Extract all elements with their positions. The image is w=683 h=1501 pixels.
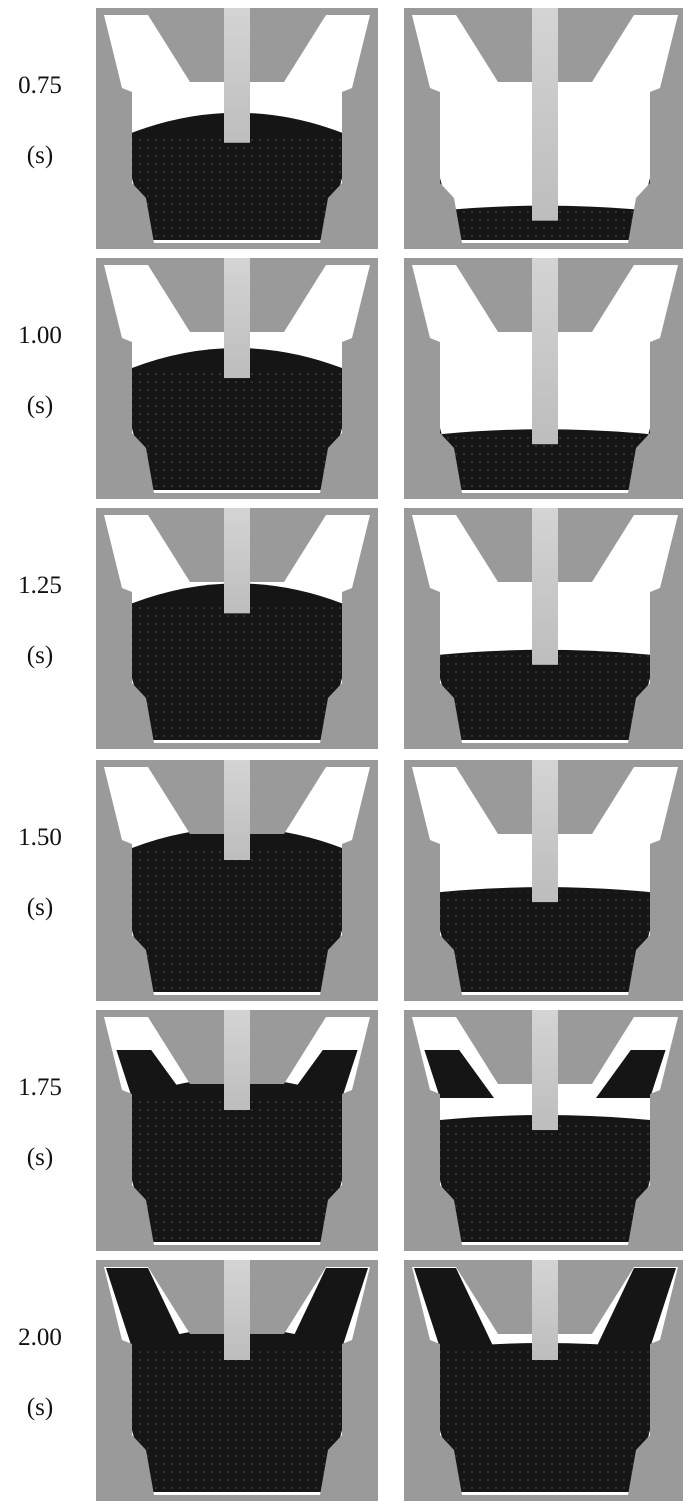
fluid-dots [132, 848, 342, 992]
mold-bottom [404, 995, 683, 1001]
simulation-frame [404, 258, 683, 499]
mold-bottom [96, 995, 378, 1001]
mold-right [628, 515, 683, 743]
fluid-dots [132, 132, 342, 240]
fluid-dots [440, 1120, 650, 1242]
mold-left [404, 265, 462, 493]
mold-right [628, 15, 683, 243]
time-unit: (s) [27, 642, 53, 669]
simulation-frame [404, 1010, 683, 1251]
time-unit: (s) [27, 392, 53, 419]
time-label: 1.00 [18, 322, 62, 349]
fluid-dots [132, 1098, 342, 1242]
mold-left [404, 515, 462, 743]
mold-left [404, 767, 462, 995]
jet [224, 1010, 250, 1110]
time-unit: (s) [27, 142, 53, 169]
mold-right [320, 1017, 378, 1245]
simulation-frame [96, 760, 378, 1001]
simulation-frame [96, 508, 378, 749]
mold-right [320, 15, 378, 243]
mold-bottom [404, 743, 683, 749]
jet [532, 1260, 558, 1360]
jet [532, 258, 558, 445]
fluid-arm [288, 1050, 358, 1098]
mold-left [404, 1017, 462, 1245]
mold-bottom [96, 743, 378, 749]
jet [532, 508, 558, 665]
mold-left [96, 515, 154, 743]
mold-bottom [96, 1495, 378, 1501]
fluid-arm [596, 1268, 676, 1348]
mold-right [320, 515, 378, 743]
mold-right [320, 767, 378, 995]
mold-right [320, 1267, 378, 1495]
time-unit: (s) [27, 1394, 53, 1421]
simulation-frame [96, 1010, 378, 1251]
fluid-dots [440, 654, 650, 740]
mold-bottom [404, 243, 683, 249]
mold-left [404, 1267, 462, 1495]
jet [532, 8, 558, 221]
jet [224, 8, 250, 143]
simulation-frame [96, 8, 378, 249]
time-label: 1.75 [18, 1074, 62, 1101]
mold-left [96, 1267, 154, 1495]
time-label: 1.25 [18, 572, 62, 599]
mold-bottom [404, 1245, 683, 1251]
mold-right [320, 265, 378, 493]
fluid-dots [132, 1348, 342, 1492]
jet [532, 1010, 558, 1131]
simulation-frame [404, 8, 683, 249]
mold-right [628, 1017, 683, 1245]
mold-left [96, 15, 154, 243]
mold-bottom [404, 1495, 683, 1501]
time-unit: (s) [27, 894, 53, 921]
fluid-dots [440, 1348, 650, 1492]
mold-left [96, 265, 154, 493]
mold-right [628, 767, 683, 995]
jet [224, 1260, 250, 1360]
fluid-arm [424, 1050, 494, 1098]
mold-left [404, 15, 462, 243]
simulation-frame [96, 1260, 378, 1501]
fluid-arm [116, 1050, 186, 1098]
jet [532, 760, 558, 903]
mold-bottom [96, 243, 378, 249]
jet [224, 760, 250, 860]
time-label: 2.00 [18, 1324, 62, 1351]
mold-right [628, 1267, 683, 1495]
simulation-frame [404, 1260, 683, 1501]
mold-right [628, 265, 683, 493]
mold-left [96, 767, 154, 995]
simulation-frame [404, 508, 683, 749]
fluid-dots [132, 603, 342, 740]
simulation-frame [96, 258, 378, 499]
simulation-frame [404, 760, 683, 1001]
fluid-arm [288, 1268, 368, 1348]
mold-left [96, 1017, 154, 1245]
jet [224, 508, 250, 614]
fluid-arm [106, 1268, 186, 1348]
fluid-arm [596, 1050, 666, 1098]
mold-bottom [404, 493, 683, 499]
fluid-dots [440, 892, 650, 992]
time-label: 1.50 [18, 824, 62, 851]
fluid-dots [132, 368, 342, 490]
jet [224, 258, 250, 379]
time-label: 0.75 [18, 72, 62, 99]
time-unit: (s) [27, 1144, 53, 1171]
fluid-arm [414, 1268, 494, 1348]
mold-bottom [96, 1245, 378, 1251]
mold-bottom [96, 493, 378, 499]
